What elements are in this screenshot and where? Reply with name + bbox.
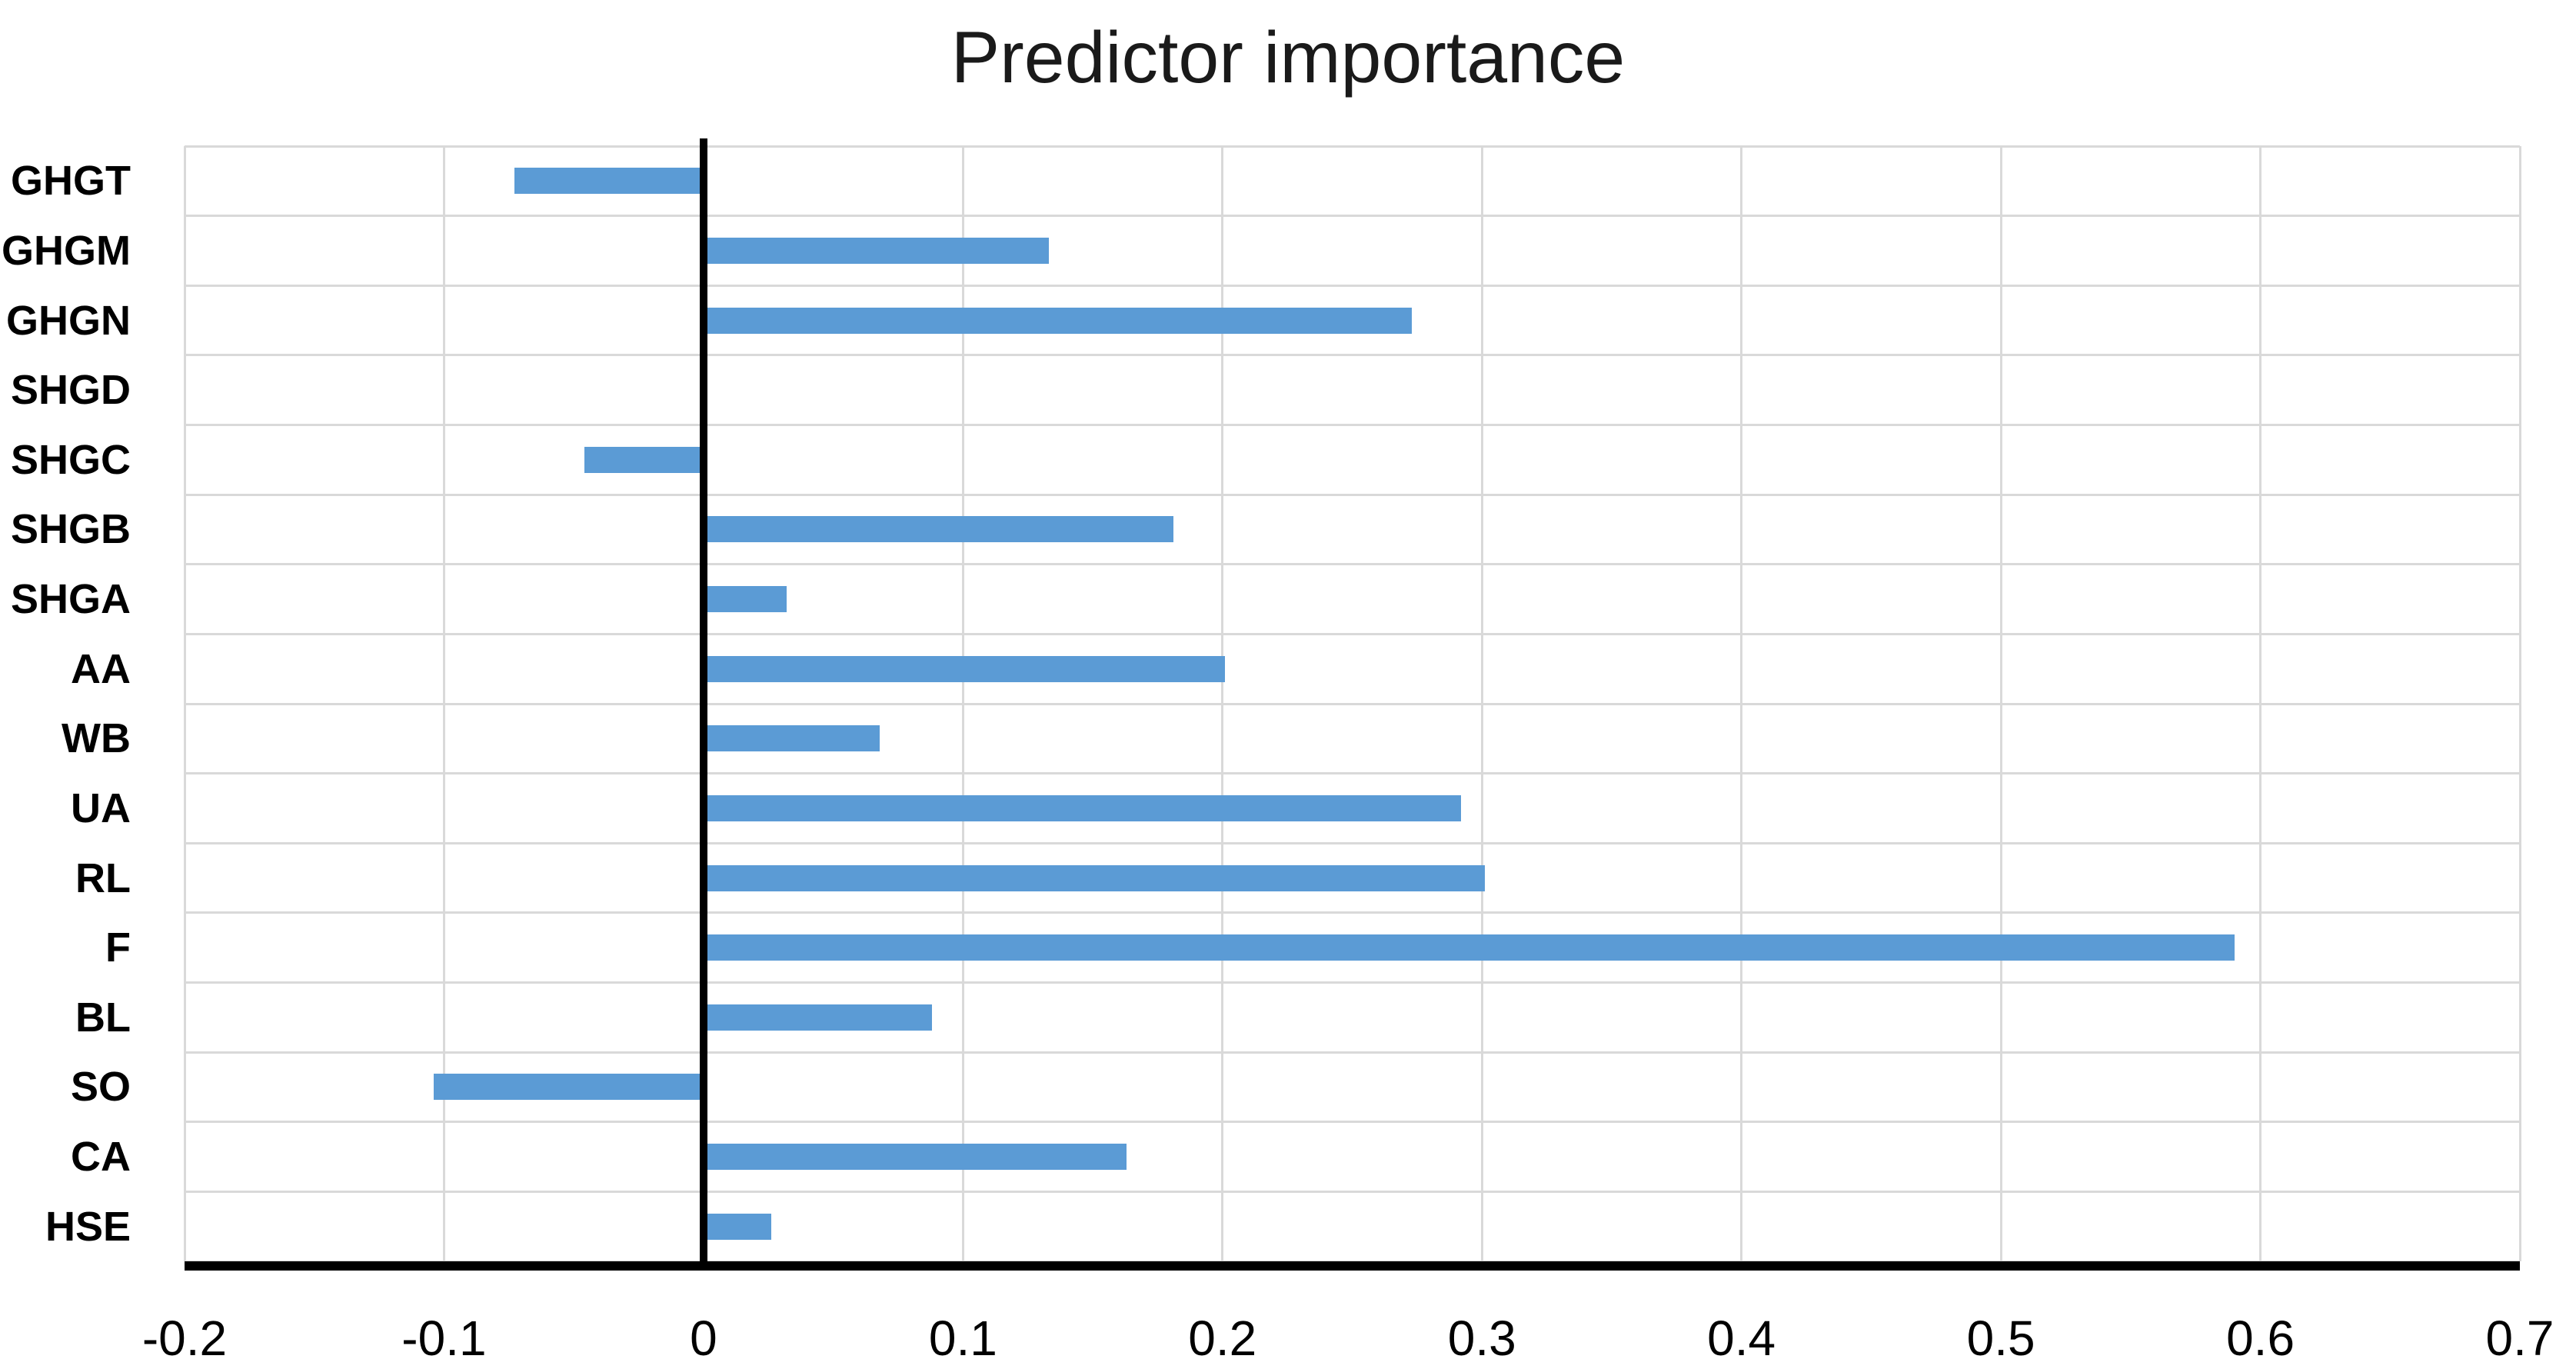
category-label: SHGC bbox=[10, 436, 131, 483]
x-tick-label: 0.1 bbox=[928, 1311, 997, 1366]
category-label: AA bbox=[71, 645, 131, 692]
bar bbox=[433, 1074, 704, 1101]
x-tick-label: -0.1 bbox=[401, 1311, 487, 1366]
category-label: F bbox=[105, 924, 131, 971]
v-gridline bbox=[183, 146, 186, 1261]
category-label: SHGD bbox=[10, 367, 131, 414]
category-label: HSE bbox=[45, 1203, 131, 1250]
h-gridline bbox=[185, 145, 2520, 148]
v-gridline bbox=[1740, 146, 1743, 1261]
bar bbox=[703, 586, 787, 613]
category-label: BL bbox=[75, 994, 131, 1041]
x-tick-label: 0.6 bbox=[2226, 1311, 2295, 1366]
h-gridline bbox=[185, 632, 2520, 635]
chart-title: Predictor importance bbox=[950, 17, 1626, 98]
bar bbox=[703, 864, 1485, 891]
h-gridline bbox=[185, 1190, 2520, 1193]
bar bbox=[703, 725, 880, 752]
h-gridline bbox=[185, 563, 2520, 566]
bar bbox=[703, 1144, 1127, 1171]
category-label: SO bbox=[70, 1064, 131, 1111]
bar bbox=[703, 516, 1173, 543]
x-tick-label: 0.5 bbox=[1966, 1311, 2035, 1366]
v-gridline bbox=[1999, 146, 2002, 1261]
bar bbox=[703, 934, 2235, 961]
category-label: SHGA bbox=[10, 576, 131, 623]
bar bbox=[584, 446, 704, 473]
category-label: GHGT bbox=[11, 158, 131, 205]
v-gridline bbox=[2518, 146, 2521, 1261]
h-gridline bbox=[185, 1121, 2520, 1124]
category-label: UA bbox=[71, 784, 131, 831]
bar bbox=[703, 307, 1413, 334]
category-label: WB bbox=[62, 715, 131, 762]
h-gridline bbox=[185, 493, 2520, 496]
h-gridline bbox=[185, 841, 2520, 844]
h-gridline bbox=[185, 1051, 2520, 1054]
bar bbox=[703, 1213, 771, 1240]
v-gridline bbox=[2259, 146, 2262, 1261]
category-label: CA bbox=[71, 1134, 131, 1181]
h-gridline bbox=[185, 284, 2520, 287]
h-gridline bbox=[185, 215, 2520, 218]
v-gridline bbox=[442, 146, 445, 1261]
x-tick-label: -0.2 bbox=[141, 1311, 228, 1366]
h-gridline bbox=[185, 772, 2520, 775]
bar bbox=[703, 794, 1462, 821]
h-gridline bbox=[185, 702, 2520, 705]
category-label: GHGM bbox=[2, 227, 131, 274]
h-gridline bbox=[185, 981, 2520, 984]
x-axis-labels: -0.2 -0.1 0 0.1 0.2 0.3 0.4 0.5 0.6 0.7 bbox=[142, 1307, 2554, 1369]
bar bbox=[703, 1004, 932, 1031]
x-tick-label: 0.7 bbox=[2485, 1311, 2554, 1366]
x-axis-line bbox=[185, 1261, 2520, 1271]
x-tick-label: 0.4 bbox=[1707, 1311, 1776, 1366]
h-gridline bbox=[185, 911, 2520, 914]
h-gridline bbox=[185, 354, 2520, 357]
x-tick-label: 0 bbox=[690, 1311, 717, 1366]
x-tick-label: 0.3 bbox=[1447, 1311, 1516, 1366]
zero-line bbox=[699, 138, 707, 1271]
v-gridline bbox=[961, 146, 964, 1261]
v-gridline bbox=[1221, 146, 1224, 1261]
bar bbox=[514, 168, 704, 195]
category-label: GHGN bbox=[6, 297, 131, 344]
category-label: SHGB bbox=[10, 506, 131, 553]
bar bbox=[703, 655, 1226, 682]
v-gridline bbox=[1480, 146, 1483, 1261]
plot-area bbox=[183, 138, 2521, 1271]
category-label: RL bbox=[75, 854, 131, 901]
bar bbox=[703, 237, 1049, 264]
h-gridline bbox=[185, 424, 2520, 426]
y-axis-labels: GHGT GHGM GHGN SHGD SHGC SHGB SHGA AA WB UA RL F BL S… bbox=[0, 146, 158, 1261]
x-tick-label: 0.2 bbox=[1188, 1311, 1257, 1366]
